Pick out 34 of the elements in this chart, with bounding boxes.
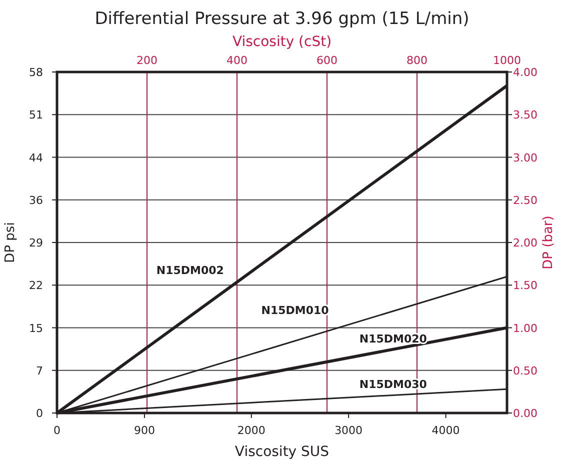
y-tick-label: 36	[29, 194, 43, 207]
x-tick-label: 2000	[237, 424, 266, 437]
y-tick-label: 0	[36, 407, 43, 420]
y-tick-label: 22	[29, 279, 43, 292]
y-tick-label: 44	[29, 151, 43, 164]
y-axis-title: DP psi	[3, 222, 18, 263]
y-tick-label: 58	[29, 66, 43, 79]
y-tick-label: 29	[29, 236, 43, 250]
x2-tick-label: 600	[316, 54, 338, 67]
y2-axis-title: DP (bar)	[541, 216, 556, 270]
chart-title: Differential Pressure at 3.96 gpm (15 L/min)	[94, 9, 470, 29]
series-label: N15DM002	[156, 264, 224, 278]
x-tick-label: 3000	[334, 424, 363, 437]
x2-tick-label: 800	[406, 54, 428, 67]
y2-tick-label: 4.00	[513, 66, 538, 79]
y-tick-label: 15	[29, 322, 43, 335]
x-axis-title: Viscosity SUS	[234, 444, 330, 460]
y2-tick-label: 2.50	[513, 194, 538, 207]
x-tick-label: 4000	[432, 424, 460, 437]
y2-tick-label: 0.00	[513, 407, 538, 420]
y2-tick-label: 0.50	[513, 364, 538, 378]
x2-axis-title: Viscosity (cSt)	[232, 34, 332, 50]
y2-tick-label: 2.00	[513, 236, 538, 250]
y2-tick-label: 3.00	[513, 151, 538, 164]
x-tick-label: 0	[54, 424, 60, 437]
x2-tick-label: 1000	[493, 54, 521, 67]
y2-tick-label: 3.50	[513, 108, 538, 122]
x2-tick-label: 400	[226, 54, 248, 67]
x2-tick-label: 200	[136, 54, 158, 67]
y-tick-label: 7	[36, 364, 43, 378]
y-tick-label: 51	[29, 108, 43, 122]
y2-tick-label: 1.00	[513, 322, 538, 335]
y2-tick-label: 1.50	[513, 279, 538, 292]
x-tick-label: 900	[134, 424, 155, 437]
